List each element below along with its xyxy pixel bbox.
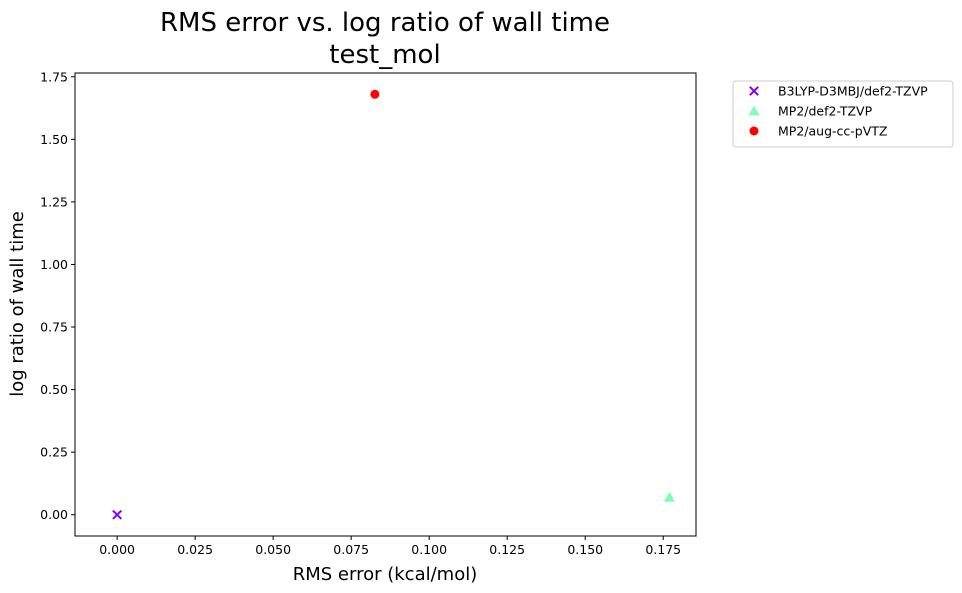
x-tick-label: 0.025	[177, 542, 213, 557]
plot-area-frame	[74, 72, 697, 537]
legend-marker	[749, 86, 759, 96]
x-tick-label: 0.000	[99, 542, 135, 557]
y-axis-label: log ratio of wall time	[7, 211, 28, 397]
data-point	[370, 89, 380, 99]
y-tick-label: 1.00	[40, 257, 68, 272]
x-axis-label: RMS error (kcal/mol)	[293, 564, 478, 585]
legend-frame	[732, 80, 954, 148]
legend-entry: MP2/def2-TZVP	[778, 104, 873, 119]
y-tick-label: 1.75	[40, 69, 68, 84]
y-tick-label: 0.50	[40, 382, 68, 397]
legend-marker	[748, 105, 760, 116]
y-tick-label: 0.00	[40, 507, 68, 522]
data-point	[663, 491, 675, 502]
data-point	[112, 509, 123, 520]
x-tick-label: 0.050	[255, 542, 291, 557]
y-axis-ticks: 0.00 0.25 0.50 0.75 1.00 1.25 1.50 1.75	[40, 69, 75, 522]
x-tick-label: 0.175	[645, 542, 681, 557]
x-axis-ticks: 0.000 0.025 0.050 0.075 0.100 0.125 0.150 0.175	[99, 536, 681, 557]
x-tick-label: 0.100	[411, 542, 447, 557]
y-tick-label: 0.25	[40, 445, 68, 460]
chart-subtitle: test_mol	[329, 40, 440, 70]
x-tick-label: 0.125	[489, 542, 525, 557]
legend-entry: MP2/aug-cc-pVTZ	[778, 124, 887, 139]
y-tick-label: 1.25	[40, 194, 68, 209]
data-points	[112, 89, 675, 520]
legend: B3LYP-D3MBJ/def2-TZVP MP2/def2-TZVP MP2/au…	[732, 80, 954, 148]
x-tick-label: 0.150	[567, 542, 603, 557]
y-tick-label: 1.50	[40, 132, 68, 147]
chart-title: RMS error vs. log ratio of wall time	[160, 8, 610, 38]
x-tick-label: 0.075	[333, 542, 369, 557]
legend-marker	[749, 126, 759, 136]
legend-entry: B3LYP-D3MBJ/def2-TZVP	[778, 84, 928, 99]
y-tick-label: 0.75	[40, 320, 68, 335]
